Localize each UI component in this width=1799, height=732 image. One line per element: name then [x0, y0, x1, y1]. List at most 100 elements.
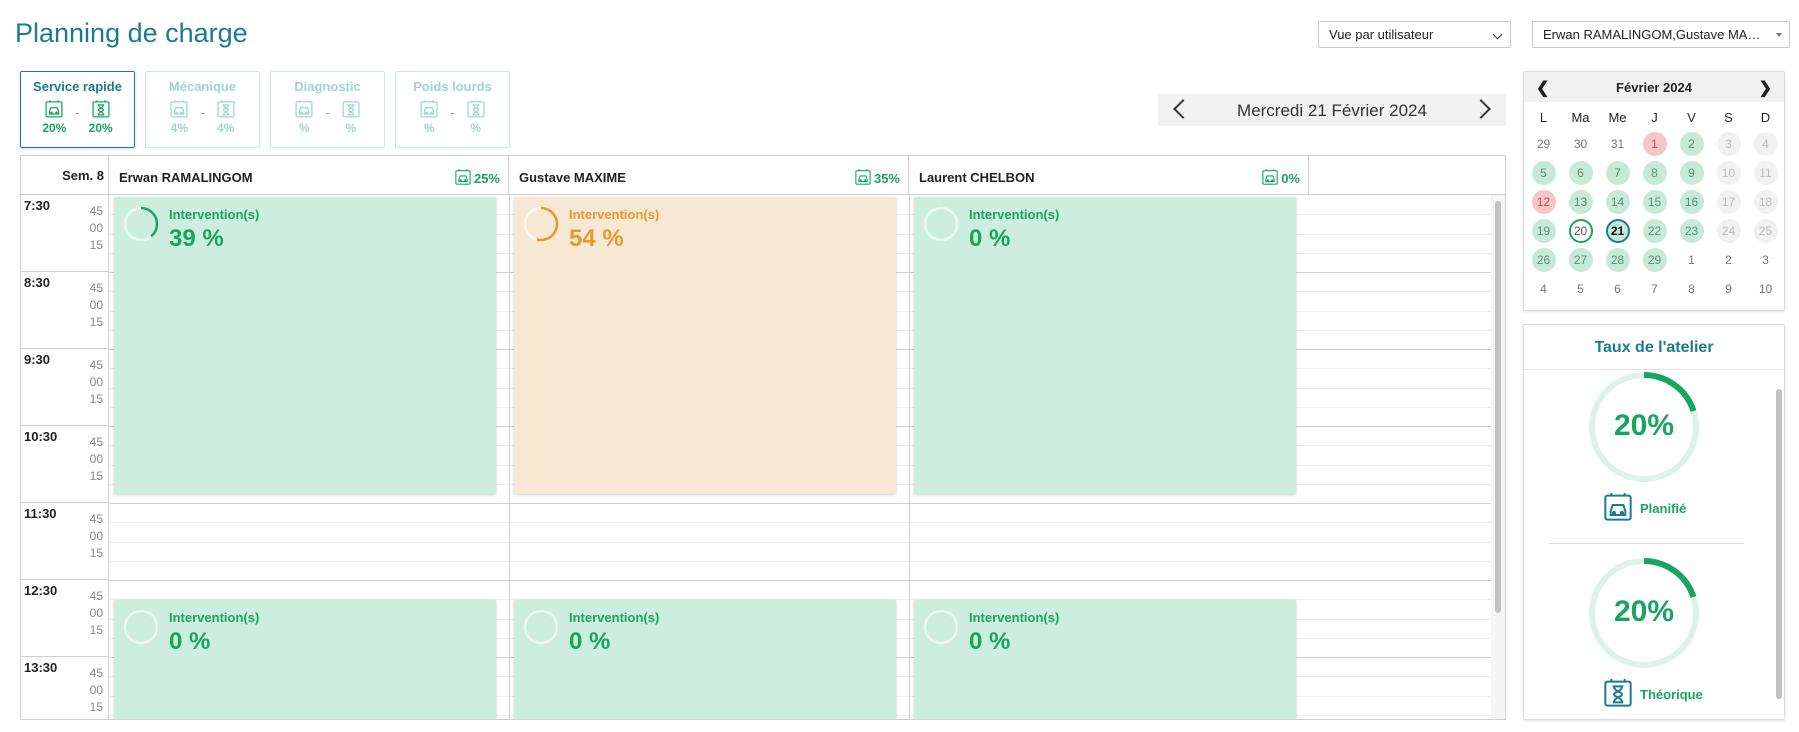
calendar-day[interactable]: 17 — [1710, 187, 1747, 216]
calendar-day[interactable]: 19 — [1525, 216, 1562, 245]
planned-stat-value: 20% — [42, 121, 67, 135]
calendar-day-number: 17 — [1716, 189, 1741, 214]
users-select[interactable]: Erwan RAMALINGOM,Gustave MAXIME,Laurent … — [1532, 21, 1790, 48]
service-tab[interactable]: Mécanique 4% -4% — [145, 71, 260, 148]
calendar-day[interactable]: 29 — [1525, 129, 1562, 158]
calendar-day[interactable]: 9 — [1673, 158, 1710, 187]
calendar-day[interactable]: 29 — [1636, 245, 1673, 274]
schedule-scrollbar[interactable] — [1491, 195, 1505, 719]
previous-month-icon[interactable]: ❮ — [1536, 80, 1550, 97]
stat-separator: - — [325, 105, 330, 120]
calendar-day-number: 21 — [1605, 218, 1630, 243]
hour-label: 8:30 — [24, 275, 51, 290]
calendar-day[interactable]: 5 — [1562, 274, 1599, 303]
calendar-day-number: 4 — [1540, 281, 1547, 296]
service-tab[interactable]: Diagnostic% -% — [270, 71, 385, 148]
intervention-value: 0 % — [569, 628, 611, 655]
car-lift-icon — [294, 99, 314, 122]
calendar-day[interactable]: 6 — [1599, 274, 1636, 303]
user-column-header[interactable]: Erwan RAMALINGOM 25% — [109, 156, 509, 195]
calendar-day[interactable]: 6 — [1562, 158, 1599, 187]
calendar-day[interactable]: 21 — [1599, 216, 1636, 245]
calendar-day[interactable]: 11 — [1747, 158, 1784, 187]
calendar-day[interactable]: 3 — [1747, 245, 1784, 274]
calendar-day-number: 2 — [1725, 252, 1732, 267]
progress-ring — [523, 609, 559, 645]
intervention-label: Intervention(s) — [569, 207, 660, 222]
calendar-day[interactable]: 15 — [1636, 187, 1673, 216]
intervention-block[interactable]: Intervention(s) 0 % — [914, 600, 1296, 719]
calendar-day[interactable]: 12 — [1525, 187, 1562, 216]
intervention-label: Intervention(s) — [969, 610, 1060, 625]
calendar-day-number: 19 — [1531, 218, 1556, 243]
intervention-block[interactable]: Intervention(s) 54 % — [514, 197, 896, 494]
calendar-day[interactable]: 22 — [1636, 216, 1673, 245]
calendar-day[interactable]: 8 — [1636, 158, 1673, 187]
calendar-day[interactable]: 10 — [1710, 158, 1747, 187]
calendar-day[interactable]: 2 — [1710, 245, 1747, 274]
intervention-block[interactable]: Intervention(s) 0 % — [114, 600, 496, 719]
calendar-day[interactable]: 7 — [1636, 274, 1673, 303]
calendar-day[interactable]: 30 — [1562, 129, 1599, 158]
view-mode-select[interactable]: Vue par utilisateur — [1318, 21, 1511, 48]
weekday-label: D — [1760, 110, 1771, 125]
car-lift-icon — [1261, 168, 1279, 189]
service-tab[interactable]: Poids lourds% -% — [395, 71, 510, 148]
calendar-day[interactable]: 31 — [1599, 129, 1636, 158]
current-date: Mercredi 21 Février 2024 — [1237, 101, 1427, 120]
calendar-day[interactable]: 4 — [1525, 274, 1562, 303]
time-gridline — [109, 541, 1491, 543]
calendar-day[interactable]: 7 — [1599, 158, 1636, 187]
quarter-label: 15 — [89, 700, 103, 714]
calendar-day-number: 22 — [1642, 218, 1667, 243]
quarter-label: 00 — [89, 298, 103, 312]
calendar-day-number: 29 — [1536, 136, 1551, 151]
theoretical-stat: 20% — [86, 99, 116, 135]
theoretical-gauge: 20% — [1584, 553, 1704, 673]
calendar-day[interactable]: 16 — [1673, 187, 1710, 216]
calendar-day[interactable]: 24 — [1710, 216, 1747, 245]
calendar-day[interactable]: 8 — [1673, 274, 1710, 303]
calendar-day[interactable]: 1 — [1636, 129, 1673, 158]
next-month-icon[interactable]: ❯ — [1758, 80, 1772, 97]
calendar-day-number: 1 — [1642, 131, 1667, 156]
hour-label: 10:30 — [24, 429, 58, 444]
user-column-header[interactable]: Laurent CHELBON 0% — [909, 156, 1309, 195]
calendar-day[interactable]: 13 — [1562, 187, 1599, 216]
calendar-day-number: 20 — [1568, 218, 1593, 243]
calendar-day[interactable]: 9 — [1710, 274, 1747, 303]
hour-label: 12:30 — [24, 583, 58, 598]
calendar-day[interactable]: 23 — [1673, 216, 1710, 245]
service-tab-stats: % -% — [271, 99, 384, 135]
calendar-day[interactable]: 25 — [1747, 216, 1784, 245]
intervention-block[interactable]: Intervention(s) 0 % — [914, 197, 1296, 494]
rate-divider — [1549, 543, 1744, 544]
calendar-day[interactable]: 5 — [1525, 158, 1562, 187]
hour-slot: 13:30 45 00 15 — [21, 657, 109, 719]
calendar-day[interactable]: 3 — [1710, 129, 1747, 158]
calendar-day[interactable]: 26 — [1525, 245, 1562, 274]
calendar-day[interactable]: 2 — [1673, 129, 1710, 158]
panel-scrollbar[interactable] — [1776, 389, 1782, 699]
intervention-block[interactable]: Intervention(s) 39 % — [114, 197, 496, 494]
calendar-day[interactable]: 27 — [1562, 245, 1599, 274]
user-column-header[interactable]: Gustave MAXIME 35% — [509, 156, 909, 195]
scrollbar-thumb[interactable] — [1495, 201, 1501, 613]
hour-label: 7:30 — [24, 198, 51, 213]
calendar-day[interactable]: 1 — [1673, 245, 1710, 274]
schedule-grid: Sem. 8 Erwan RAMALINGOM 25% Gustave MAXIME… — [20, 155, 1506, 720]
calendar-day[interactable]: 18 — [1747, 187, 1784, 216]
progress-ring — [123, 206, 159, 242]
intervention-block[interactable]: Intervention(s) 0 % — [514, 600, 896, 719]
calendar-day[interactable]: 20 — [1562, 216, 1599, 245]
user-load-value: 25% — [473, 171, 500, 186]
weekday-label: Ma — [1571, 110, 1590, 125]
calendar-day[interactable]: 4 — [1747, 129, 1784, 158]
service-tab-stats: % -% — [396, 99, 509, 135]
calendar-day[interactable]: 14 — [1599, 187, 1636, 216]
service-tab[interactable]: Service rapide 20% -20% — [20, 71, 135, 148]
planned-caption: Planifié — [1602, 491, 1686, 526]
calendar-day[interactable]: 10 — [1747, 274, 1784, 303]
car-lift-icon — [169, 99, 189, 122]
calendar-day[interactable]: 28 — [1599, 245, 1636, 274]
